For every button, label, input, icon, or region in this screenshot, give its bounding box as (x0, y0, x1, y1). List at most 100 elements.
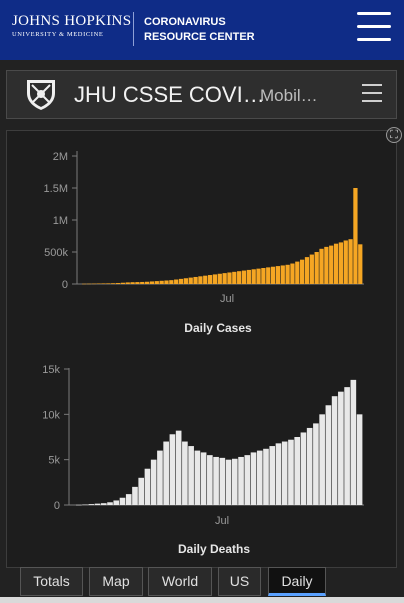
deaths-bar[interactable] (238, 456, 244, 505)
deaths-bar[interactable] (144, 468, 151, 505)
deaths-bar[interactable] (125, 494, 132, 505)
cases-bar[interactable] (217, 273, 222, 284)
deaths-bar[interactable] (319, 414, 325, 505)
cases-bar[interactable] (309, 254, 314, 284)
cases-bar[interactable] (203, 275, 208, 284)
cases-bar[interactable] (241, 270, 247, 284)
cases-bar[interactable] (353, 188, 358, 284)
cases-bar[interactable] (169, 280, 174, 284)
deaths-bar[interactable] (325, 405, 332, 505)
deaths-bar[interactable] (182, 441, 188, 505)
deaths-bar[interactable] (188, 446, 194, 505)
cases-bar[interactable] (149, 281, 155, 284)
deaths-bar[interactable] (306, 427, 313, 505)
deaths-bar[interactable] (244, 455, 251, 505)
cases-bar[interactable] (115, 283, 121, 284)
expand-icon[interactable]: ⛶ (386, 127, 402, 143)
deaths-bar[interactable] (175, 430, 182, 505)
cases-bar[interactable] (130, 282, 135, 284)
cases-bar[interactable] (358, 244, 363, 284)
deaths-bar[interactable] (288, 439, 294, 505)
cases-bar[interactable] (106, 283, 111, 284)
deaths-bar[interactable] (294, 437, 301, 505)
cases-bar[interactable] (304, 257, 310, 284)
deaths-bar[interactable] (94, 503, 101, 505)
cases-bar[interactable] (246, 269, 251, 284)
cases-bar[interactable] (270, 266, 276, 284)
deaths-bar[interactable] (231, 458, 238, 505)
deaths-bar[interactable] (219, 457, 226, 505)
deaths-bar[interactable] (344, 387, 350, 505)
cases-bar[interactable] (111, 283, 116, 284)
cases-bar[interactable] (256, 268, 261, 284)
cases-bar[interactable] (125, 282, 130, 284)
cases-bar[interactable] (300, 259, 305, 284)
cases-bar[interactable] (82, 283, 87, 285)
deaths-bar[interactable] (213, 456, 219, 505)
cases-bar[interactable] (227, 272, 232, 284)
resource-center-title[interactable]: CORONAVIRUS RESOURCE CENTER (144, 15, 255, 45)
cases-bar[interactable] (280, 265, 285, 284)
cases-bar[interactable] (343, 240, 348, 284)
deaths-bar[interactable] (313, 423, 319, 505)
deaths-bar[interactable] (88, 504, 95, 505)
cases-bar[interactable] (120, 282, 126, 284)
cases-bar[interactable] (275, 266, 281, 284)
cases-bar[interactable] (193, 276, 198, 284)
deaths-bar[interactable] (269, 446, 276, 505)
cases-bar[interactable] (174, 279, 179, 284)
deaths-bar[interactable] (194, 450, 201, 505)
cases-bar[interactable] (251, 269, 256, 284)
cases-bar[interactable] (159, 280, 164, 284)
deaths-bar[interactable] (350, 379, 357, 505)
tab-map[interactable]: Map (89, 567, 143, 596)
deaths-bar[interactable] (250, 452, 257, 505)
deaths-bar[interactable] (100, 503, 107, 505)
cases-bar[interactable] (135, 282, 140, 284)
cases-bar[interactable] (183, 278, 188, 284)
cases-bar[interactable] (188, 277, 193, 284)
deaths-bar[interactable] (281, 441, 288, 505)
cases-bar[interactable] (348, 239, 353, 284)
deaths-bar[interactable] (256, 450, 263, 505)
cases-bar[interactable] (222, 273, 227, 284)
cases-bar[interactable] (266, 267, 271, 284)
cases-bar[interactable] (338, 242, 344, 284)
cases-bar[interactable] (154, 281, 159, 284)
cases-bar[interactable] (232, 271, 237, 284)
cases-bar[interactable] (91, 283, 96, 285)
cases-bar[interactable] (86, 283, 92, 285)
cases-bar[interactable] (198, 276, 203, 284)
deaths-bar[interactable] (76, 504, 82, 506)
deaths-bar[interactable] (275, 443, 282, 505)
tab-us[interactable]: US (218, 567, 261, 596)
cases-bar[interactable] (164, 280, 169, 284)
cases-bar[interactable] (96, 283, 101, 284)
cases-bar[interactable] (212, 274, 218, 284)
cases-bar[interactable] (101, 283, 106, 284)
cases-bar[interactable] (329, 245, 334, 284)
deaths-bar[interactable] (82, 504, 88, 506)
tab-totals[interactable]: Totals (20, 567, 83, 596)
jhu-logo[interactable]: JOHNS HOPKINS UNIVERSITY & MEDICINE (12, 13, 131, 38)
cases-bar[interactable] (178, 278, 184, 284)
cases-bar[interactable] (333, 243, 339, 284)
deaths-bar[interactable] (163, 441, 169, 505)
deaths-bar[interactable] (225, 459, 232, 505)
cases-bar[interactable] (285, 264, 290, 284)
deaths-bar[interactable] (107, 502, 113, 505)
deaths-bar[interactable] (132, 486, 138, 505)
cases-bar[interactable] (314, 252, 319, 284)
tab-daily[interactable]: Daily (268, 567, 326, 596)
deaths-bar[interactable] (207, 455, 213, 505)
cases-bar[interactable] (207, 275, 213, 284)
deaths-bar[interactable] (200, 452, 207, 505)
cases-bar[interactable] (144, 281, 150, 284)
deaths-bar[interactable] (138, 477, 145, 505)
deaths-bar[interactable] (331, 396, 338, 505)
deaths-bar[interactable] (157, 450, 163, 505)
deaths-bar[interactable] (150, 459, 157, 505)
cases-bar[interactable] (324, 246, 329, 284)
deaths-bar[interactable] (300, 432, 307, 505)
site-menu-button[interactable] (357, 12, 391, 46)
